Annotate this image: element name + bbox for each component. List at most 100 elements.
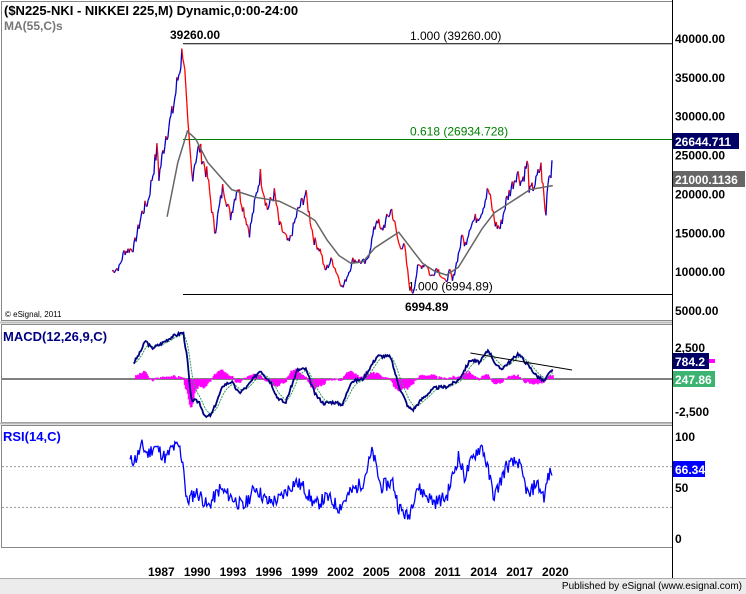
macd-histogram-bar <box>468 371 471 379</box>
macd-histogram-bar <box>217 370 220 379</box>
macd-histogram-bar <box>240 379 243 382</box>
macd-histogram-bar <box>450 377 453 379</box>
macd-histogram-bar <box>524 379 526 384</box>
macd-histogram-bar <box>355 376 358 379</box>
price-bar <box>246 224 250 230</box>
price-bar <box>257 184 260 187</box>
macd-histogram-bar <box>483 375 486 379</box>
rsi-value-badge: 66.34 <box>675 463 705 477</box>
price-bar <box>223 198 227 202</box>
macd-histogram-bar <box>469 372 472 379</box>
macd-histogram-bar <box>167 376 170 379</box>
price-bar <box>303 194 306 199</box>
macd-histogram-bar <box>528 379 530 383</box>
price-bar <box>147 197 150 201</box>
price-bar <box>512 181 515 190</box>
macd-histogram-bar <box>435 375 438 379</box>
macd-histogram-bar <box>344 375 346 379</box>
macd-histogram-bar <box>517 374 519 379</box>
price-bar <box>132 242 135 253</box>
price-bar <box>261 190 265 195</box>
price-bar <box>299 198 302 207</box>
price-bar <box>358 259 361 262</box>
macd-histogram-bar <box>484 374 487 379</box>
macd-histogram-bar <box>316 379 318 387</box>
macd-histogram-bar <box>511 375 513 379</box>
macd-histogram-bar <box>513 374 515 379</box>
price-bar <box>337 275 340 280</box>
x-tick-label: 2017 <box>506 565 533 578</box>
macd-histogram-bar <box>429 375 432 379</box>
macd-histogram-bar <box>386 377 389 379</box>
macd-histogram-bar <box>136 376 138 379</box>
macd-histogram-bar <box>370 372 373 379</box>
macd-histogram-bar <box>352 373 355 379</box>
macd-histogram-bar <box>452 375 455 379</box>
macd-histogram-bar <box>146 373 148 379</box>
price-bar <box>259 168 263 187</box>
price-bar <box>330 257 333 260</box>
macd-histogram-bar <box>411 379 414 385</box>
price-bar <box>361 258 364 262</box>
macd-histogram-bar <box>312 379 314 387</box>
price-bar <box>370 237 373 248</box>
price-bar <box>349 268 352 273</box>
x-tick-label: 1999 <box>291 565 318 578</box>
price-bar <box>190 159 193 173</box>
macd-histogram-bar <box>213 373 216 379</box>
price-bar <box>187 119 190 133</box>
macd-histogram-bar <box>406 379 409 390</box>
macd-histogram-bar <box>275 379 278 386</box>
macd-histogram-bar <box>477 377 480 379</box>
macd-histogram-bar <box>205 379 208 386</box>
last-price-badge-bg <box>673 133 739 149</box>
macd-histogram-bar <box>147 375 149 379</box>
price-bar <box>468 228 471 231</box>
macd-histogram-bar <box>142 372 144 379</box>
macd-histogram-bar <box>349 370 352 379</box>
macd-histogram-bar <box>209 379 212 382</box>
macd-histogram-bar <box>214 375 217 379</box>
macd-histogram-bar <box>196 379 199 389</box>
macd-histogram-bar <box>356 374 359 379</box>
macd-histogram-bar <box>504 378 507 379</box>
macd-histogram-bar <box>323 379 325 385</box>
macd-histogram-bar <box>500 379 503 383</box>
price-bar <box>342 284 345 288</box>
price-bar <box>485 188 488 199</box>
price-bar <box>414 279 417 288</box>
macd-histogram-bar <box>522 379 524 380</box>
macd-histogram-bar <box>160 378 163 379</box>
macd-histogram-bar <box>402 379 405 389</box>
price-bar <box>234 191 238 201</box>
price-bar <box>181 48 184 59</box>
price-bar <box>515 173 518 183</box>
macd-histogram-bar <box>281 379 284 383</box>
price-bar <box>517 171 520 180</box>
macd-histogram-bar <box>502 379 505 382</box>
macd-histogram-bar <box>480 377 483 379</box>
macd-tick-label: -2,500 <box>675 405 709 419</box>
macd-histogram-bar <box>455 377 458 379</box>
macd-histogram-bar <box>307 379 309 382</box>
macd-histogram-bar <box>367 374 370 379</box>
price-bar <box>534 175 537 186</box>
price-bar <box>407 269 410 281</box>
macd-histogram-bar <box>492 379 495 383</box>
macd-histogram-bar <box>514 375 516 379</box>
chart-title: ($N225-NKI - NIKKEI 225,M) Dynamic,0:00-… <box>4 3 298 18</box>
price-bar <box>221 184 225 193</box>
macd-histogram-bar <box>523 379 525 382</box>
macd-histogram-bar <box>400 379 403 390</box>
price-bar <box>483 200 486 208</box>
price-bar <box>179 67 182 74</box>
price-bar <box>332 265 335 269</box>
macd-histogram-bar <box>403 379 406 389</box>
macd-histogram-bar <box>422 375 425 379</box>
macd-histogram-bar <box>499 379 502 384</box>
price-tick-label: 5000.00 <box>675 304 719 318</box>
price-bar <box>216 214 219 227</box>
price-bar <box>540 162 543 183</box>
macd-histogram-bar <box>285 379 288 383</box>
macd-histogram-bar <box>388 378 391 379</box>
